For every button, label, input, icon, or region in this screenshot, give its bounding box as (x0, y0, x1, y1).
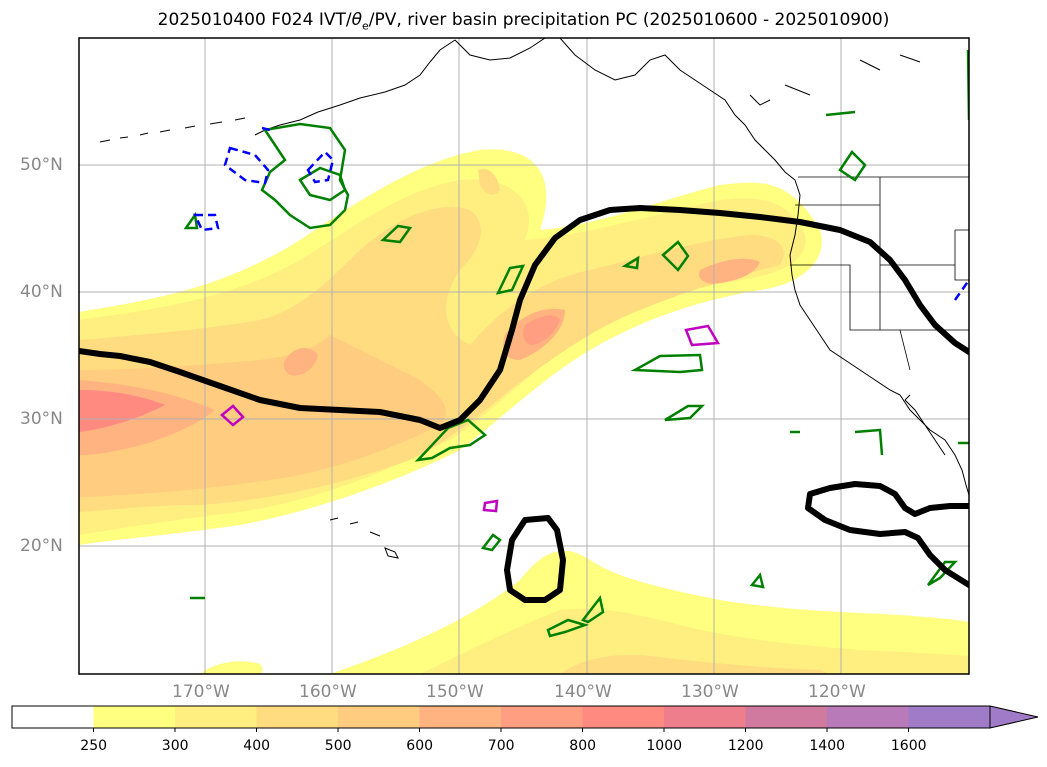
colorbar-label: 300 (161, 738, 189, 754)
colorbar-label: 600 (406, 738, 434, 754)
colorbar-segment (12, 706, 94, 728)
colorbar-label: 700 (487, 738, 515, 754)
map-border (78, 37, 970, 675)
colorbar-label: 1000 (646, 738, 683, 754)
pv-thick-contours (79, 205, 969, 603)
lon-label-170w: 170°W (172, 682, 230, 702)
ivt-band-500 (79, 335, 447, 497)
baja-coast (904, 394, 946, 456)
colorbar-segment (338, 706, 420, 728)
colorbar-extend-arrow (989, 705, 1039, 729)
ivt-band-800 (79, 390, 165, 432)
colorbar-segment (827, 706, 909, 728)
ivt-south-blob (200, 661, 263, 674)
colorbar-segment (908, 706, 990, 728)
canada-islands (749, 54, 921, 106)
colorbar-segment (501, 706, 583, 728)
aleutians (99, 117, 246, 143)
map-area (79, 38, 969, 674)
hawaii (329, 517, 399, 559)
state-borders (790, 176, 969, 371)
lon-label-120w: 120°W (808, 682, 866, 702)
lon-label-150w: 150°W (426, 682, 484, 702)
alaska-coast (254, 38, 969, 496)
lat-label-20: 20°N (20, 536, 63, 556)
ivt-blob-b (478, 168, 500, 195)
graticule (79, 38, 969, 674)
colorbar-segment (745, 706, 827, 728)
lon-label-130w: 130°W (681, 682, 739, 702)
colorbar (11, 705, 1039, 732)
colorbar-segment (664, 706, 746, 728)
ivt-south-400 (560, 654, 830, 674)
colorbar-label: 1600 (890, 738, 927, 754)
ivt-core-800 (523, 315, 560, 345)
colorbar-label: 1200 (727, 738, 764, 754)
colorbar-label: 800 (569, 738, 597, 754)
lat-label-40: 40°N (20, 282, 63, 302)
lat-label-30: 30°N (20, 409, 63, 429)
lon-label-160w: 160°W (299, 682, 357, 702)
colorbar-label: 250 (80, 738, 108, 754)
colorbar-segment (256, 706, 338, 728)
coastlines (99, 38, 969, 559)
pv-dashed-contours (193, 126, 969, 301)
colorbar-segment (419, 706, 501, 728)
colorbar-label: 400 (243, 738, 271, 754)
magenta-contours (220, 324, 721, 513)
colorbar-label: 1400 (809, 738, 846, 754)
colorbar-segment (175, 706, 257, 728)
colorbar-label: 500 (324, 738, 352, 754)
colorbar-segment (93, 706, 175, 728)
lat-label-50: 50°N (20, 155, 63, 175)
lon-label-140w: 140°W (554, 682, 612, 702)
ivt-blob-a (283, 348, 318, 376)
colorbar-segment (582, 706, 664, 728)
map-title: 2025010400 F024 IVT/θe/PV, river basin p… (157, 10, 890, 33)
